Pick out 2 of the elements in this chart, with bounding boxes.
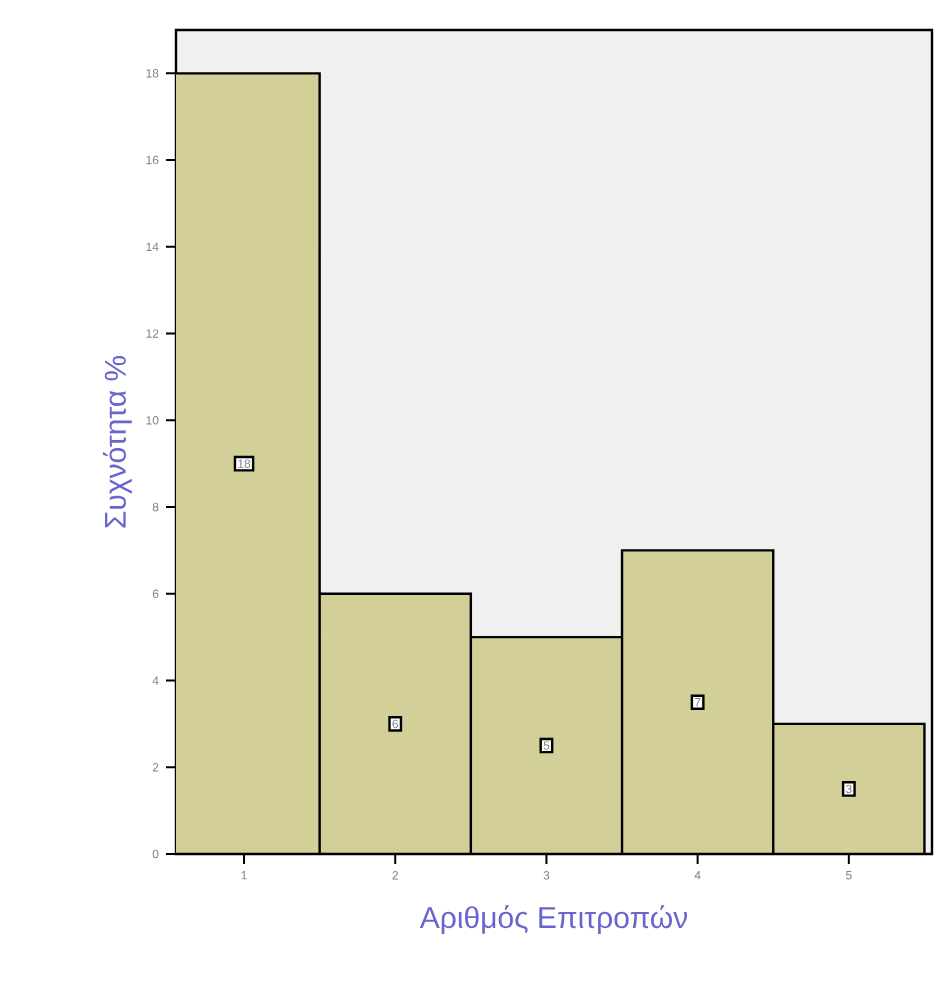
y-axis-title: Συχνότητα % [103, 355, 132, 528]
x-axis-title: Αριθμός Επιτροπών [419, 905, 688, 935]
